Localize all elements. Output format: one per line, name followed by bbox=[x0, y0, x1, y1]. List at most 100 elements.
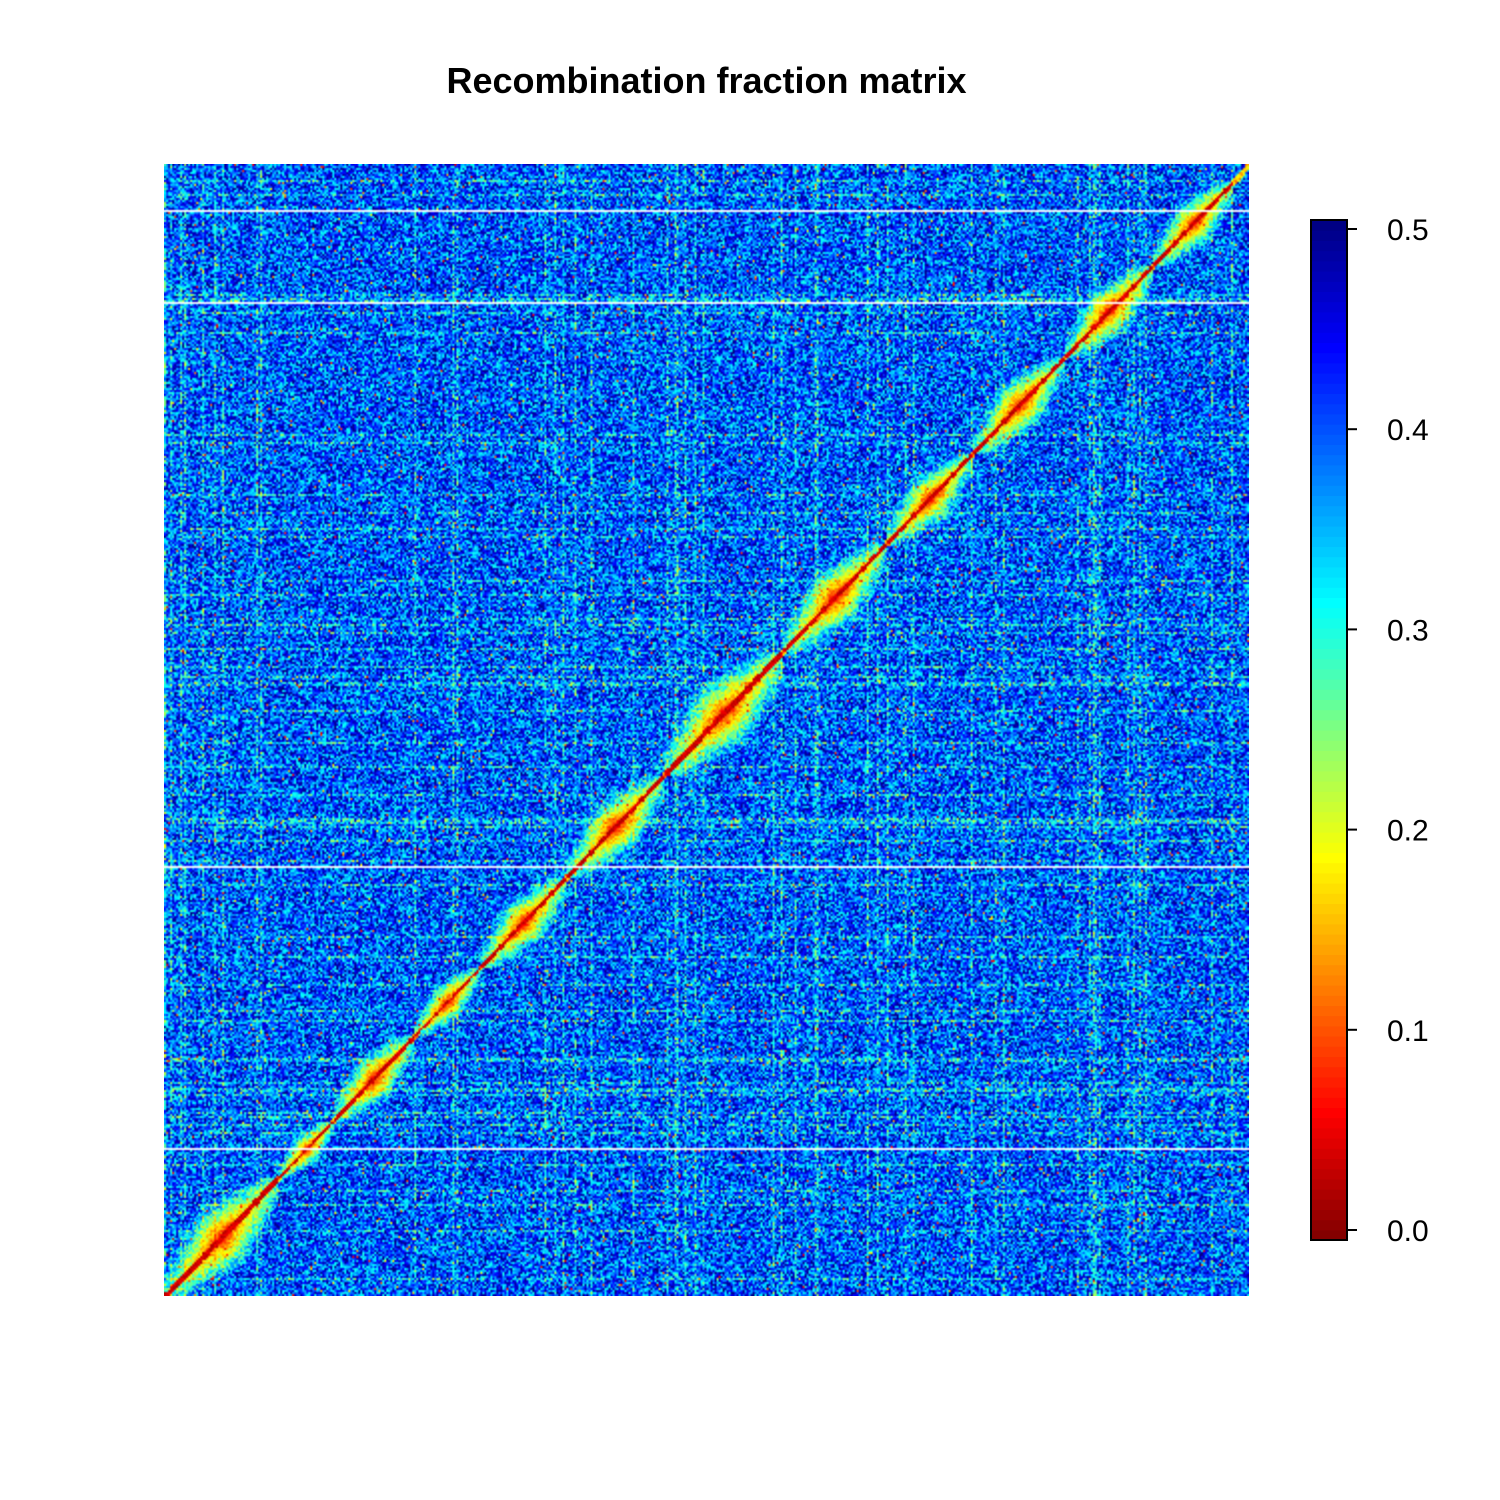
colorbar-segment bbox=[1311, 230, 1347, 241]
colorbar-segment bbox=[1311, 1229, 1347, 1241]
colorbar-segment bbox=[1311, 352, 1347, 364]
colorbar-segment bbox=[1311, 842, 1347, 853]
colorbar-segment bbox=[1311, 454, 1347, 466]
colorbar-tick-label: 0.1 bbox=[1387, 1015, 1429, 1048]
colorbar-segment bbox=[1311, 373, 1347, 384]
colorbar-segment bbox=[1311, 607, 1347, 619]
colorbar-segment bbox=[1311, 536, 1347, 547]
colorbar-segment bbox=[1311, 260, 1347, 272]
colorbar-segment bbox=[1311, 1148, 1347, 1159]
colorbar-segment bbox=[1311, 597, 1347, 609]
colorbar-segment bbox=[1311, 1138, 1347, 1149]
colorbar-segment bbox=[1311, 250, 1347, 262]
colorbar-tick-label: 0.0 bbox=[1387, 1215, 1429, 1248]
colorbar-segment bbox=[1311, 1199, 1347, 1210]
colorbar-segment bbox=[1311, 832, 1347, 843]
colorbar-segment bbox=[1311, 730, 1347, 741]
colorbar-segment bbox=[1311, 434, 1347, 445]
colorbar-segment bbox=[1311, 709, 1347, 721]
colorbar-segment bbox=[1311, 464, 1347, 476]
colorbar-segment bbox=[1311, 342, 1347, 354]
colorbar-segment bbox=[1311, 291, 1347, 303]
colorbar-segment bbox=[1311, 668, 1347, 680]
colorbar-segment bbox=[1311, 985, 1347, 996]
colorbar-segment bbox=[1311, 954, 1347, 966]
colorbar-segment bbox=[1311, 424, 1347, 435]
colorbar-segment bbox=[1311, 791, 1347, 802]
colorbar-segment bbox=[1311, 403, 1347, 415]
colorbar-segment bbox=[1311, 883, 1347, 894]
colorbar-segment bbox=[1311, 301, 1347, 313]
colorbar-segment bbox=[1311, 781, 1347, 792]
colorbar-segment bbox=[1311, 617, 1347, 629]
colorbar-segment bbox=[1311, 515, 1347, 527]
colorbar-segment bbox=[1311, 332, 1347, 343]
colorbar-segment bbox=[1311, 679, 1347, 690]
colorbar-segment bbox=[1311, 393, 1347, 405]
colorbar-segment bbox=[1311, 689, 1347, 700]
colorbar-segment bbox=[1311, 1066, 1347, 1078]
colorbar-segment bbox=[1311, 1168, 1347, 1180]
colorbar-segment bbox=[1311, 760, 1347, 772]
colorbar-segment bbox=[1311, 281, 1347, 292]
colorbar-segment bbox=[1311, 1015, 1347, 1027]
colorbar-segment bbox=[1311, 546, 1347, 558]
colorbar-segment bbox=[1311, 719, 1347, 731]
colorbar-segment bbox=[1311, 964, 1347, 976]
colorbar-segment bbox=[1311, 1107, 1347, 1119]
colorbar-segment bbox=[1311, 1178, 1347, 1190]
colorbar-segment bbox=[1311, 699, 1347, 711]
colorbar-segment bbox=[1311, 995, 1347, 1006]
colorbar-segment bbox=[1311, 1005, 1347, 1017]
colorbar-segment bbox=[1311, 587, 1347, 598]
colorbar-segment bbox=[1311, 638, 1347, 649]
colorbar-segment bbox=[1311, 923, 1347, 935]
colorbar-segment bbox=[1311, 1127, 1347, 1139]
colorbar-segment bbox=[1311, 1076, 1347, 1088]
colorbar-segment bbox=[1311, 648, 1347, 660]
colorbar-segment bbox=[1311, 475, 1347, 486]
colorbar-segment bbox=[1311, 577, 1347, 588]
colorbar-segment bbox=[1311, 903, 1347, 915]
colorbar-segment bbox=[1311, 1056, 1347, 1068]
colorbar-segment bbox=[1311, 220, 1347, 231]
colorbar-segment bbox=[1311, 383, 1347, 394]
colorbar-segment bbox=[1311, 566, 1347, 578]
colorbar-segment bbox=[1311, 1219, 1347, 1231]
colorbar-tick-label: 0.4 bbox=[1387, 414, 1429, 447]
colorbar-segment bbox=[1311, 1117, 1347, 1129]
colorbar-segment bbox=[1311, 1209, 1347, 1221]
colorbar-segment bbox=[1311, 495, 1347, 507]
colorbar-segment bbox=[1311, 852, 1347, 864]
colorbar-segment bbox=[1311, 1087, 1347, 1098]
colorbar-segment bbox=[1311, 444, 1347, 456]
colorbar-segment bbox=[1311, 740, 1347, 751]
colorbar-segment bbox=[1311, 944, 1347, 955]
colorbar-segment bbox=[1311, 526, 1347, 537]
colorbar-segment bbox=[1311, 311, 1347, 323]
colorbar-segment bbox=[1311, 1025, 1347, 1037]
chart-title: Recombination fraction matrix bbox=[446, 60, 967, 101]
colorbar-segment bbox=[1311, 628, 1347, 639]
colorbar-segment bbox=[1311, 485, 1347, 496]
colorbar-segment bbox=[1311, 1189, 1347, 1200]
colorbar-segment bbox=[1311, 811, 1347, 823]
heatmap-plot-area bbox=[164, 164, 1249, 1296]
colorbar-segment bbox=[1311, 872, 1347, 884]
colorbar-segment bbox=[1311, 974, 1347, 986]
colorbar-segment bbox=[1311, 362, 1347, 374]
colorbar-segment bbox=[1311, 893, 1347, 904]
colorbar-legend: 0.0 0.1 0.2 0.3 0.4 0.5 bbox=[1310, 214, 1429, 1248]
colorbar-segment bbox=[1311, 505, 1347, 517]
heatmap-cells bbox=[164, 164, 1249, 1296]
colorbar-segment bbox=[1311, 1046, 1347, 1057]
colorbar-segment bbox=[1311, 934, 1347, 945]
colorbar-segment bbox=[1311, 821, 1347, 833]
colorbar-frame bbox=[1310, 219, 1348, 1241]
colorbar-segment bbox=[1311, 556, 1347, 568]
colorbar-segment bbox=[1311, 913, 1347, 925]
colorbar-segment bbox=[1311, 1158, 1347, 1170]
colorbar-segment bbox=[1311, 1036, 1347, 1047]
colorbar-segment bbox=[1311, 862, 1347, 874]
